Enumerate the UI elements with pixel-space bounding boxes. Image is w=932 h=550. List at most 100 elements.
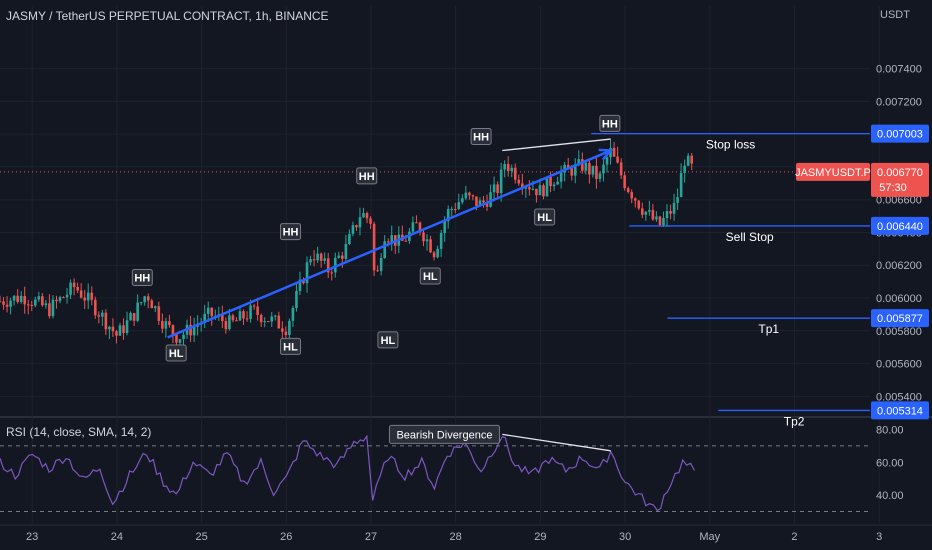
price-tick-label: 0.007200 <box>876 96 922 108</box>
rsi-tick-label: 40.00 <box>876 490 904 502</box>
candle-body <box>69 282 72 295</box>
chart-title: JASMY / TetherUS PERPETUAL CONTRACT, 1h,… <box>6 9 329 23</box>
candle-body <box>348 233 351 245</box>
candle-body <box>157 306 161 321</box>
swing-label-box <box>470 128 492 146</box>
time-tick-label: 29 <box>534 531 546 543</box>
time-tick-label: 30 <box>619 531 631 543</box>
candle-body <box>79 290 83 298</box>
time-tick-label: 26 <box>280 531 292 543</box>
candle-body <box>679 172 683 198</box>
candle-body <box>228 315 231 330</box>
candle-body <box>499 169 503 194</box>
candle-body <box>5 304 9 307</box>
candle-body <box>542 185 545 197</box>
candle-body <box>513 167 517 180</box>
candle-body <box>545 176 549 197</box>
candle-body <box>164 321 168 329</box>
candle-body <box>365 213 369 219</box>
candle-body <box>362 213 365 218</box>
bar-countdown: 57:30 <box>879 182 907 194</box>
candle-body <box>323 258 326 261</box>
candle-body <box>464 192 468 199</box>
candle-body <box>178 339 182 343</box>
candle-body <box>404 240 408 242</box>
price-tick-label: 0.006200 <box>876 260 922 272</box>
candle-body <box>619 162 623 176</box>
candle-body <box>298 279 302 292</box>
candle-body <box>235 320 238 322</box>
currency-label: USDT <box>880 9 910 21</box>
time-tick-label: May <box>699 531 720 543</box>
candle-body <box>510 167 514 171</box>
candle-body <box>203 313 206 323</box>
candle-body <box>573 163 577 176</box>
candle-body <box>461 198 464 203</box>
candle-body <box>153 306 157 309</box>
candle-body <box>524 187 528 189</box>
candle-body <box>26 304 30 306</box>
candle-body <box>295 291 298 308</box>
candle-body <box>358 217 362 228</box>
candle-body <box>9 300 12 307</box>
candle-body <box>259 315 263 323</box>
candle-body <box>65 294 69 298</box>
rsi-title: RSI (14, close, SMA, 14, 2) <box>6 425 152 439</box>
candle-body <box>309 259 312 263</box>
candle-body <box>686 155 690 166</box>
trend-arrowhead <box>598 148 614 161</box>
candle-body <box>312 259 316 261</box>
candle-body <box>245 318 249 320</box>
candle-body <box>139 302 143 304</box>
candle-body <box>517 179 521 184</box>
candle-body <box>0 301 2 303</box>
candle-body <box>432 252 436 258</box>
candle-body <box>503 163 506 170</box>
candle-body <box>630 192 634 199</box>
trend-lines <box>167 138 614 339</box>
candle-body <box>281 328 284 332</box>
candle-body <box>566 164 570 169</box>
candle-body <box>485 202 489 207</box>
candle-body <box>189 324 192 336</box>
candle-body <box>171 325 175 335</box>
candle-body <box>676 197 679 203</box>
swing-label-box <box>377 331 399 349</box>
candle-body <box>12 295 16 301</box>
candle-body <box>450 209 454 211</box>
swing-labels: HH HL HH HL HH HL HL HH HL HH <box>131 114 621 362</box>
candle-body <box>2 301 5 305</box>
price-tick-label: 0.006000 <box>876 293 922 305</box>
candle-body <box>369 218 372 224</box>
candle-body <box>115 331 118 336</box>
candle-body <box>683 165 686 173</box>
candle-body <box>58 297 62 302</box>
current-price-tag <box>871 162 929 197</box>
candle-body <box>125 320 129 334</box>
candle-body <box>489 192 492 207</box>
candle-body <box>55 299 58 302</box>
level-price-tag <box>871 309 929 328</box>
candle-body <box>30 304 34 306</box>
candle-body <box>446 209 450 222</box>
candle-body <box>256 306 259 316</box>
candle-body <box>136 302 139 321</box>
candle-body <box>633 198 637 201</box>
candle-body <box>33 299 37 306</box>
price-tick-label: 0.006600 <box>876 195 922 207</box>
candle-body <box>231 315 235 321</box>
candle-body <box>242 311 245 319</box>
candle-body <box>651 210 655 220</box>
candle-body <box>252 305 256 307</box>
candle-body <box>411 222 415 232</box>
candle-body <box>51 299 55 317</box>
candle-body <box>429 239 432 253</box>
swing-label-box <box>356 167 378 185</box>
divergence-line <box>502 433 611 452</box>
candle-body <box>101 312 104 317</box>
candle-body <box>496 184 499 194</box>
candle-body <box>62 297 65 299</box>
swing-label: HH <box>283 227 299 239</box>
candle-body <box>588 162 591 175</box>
